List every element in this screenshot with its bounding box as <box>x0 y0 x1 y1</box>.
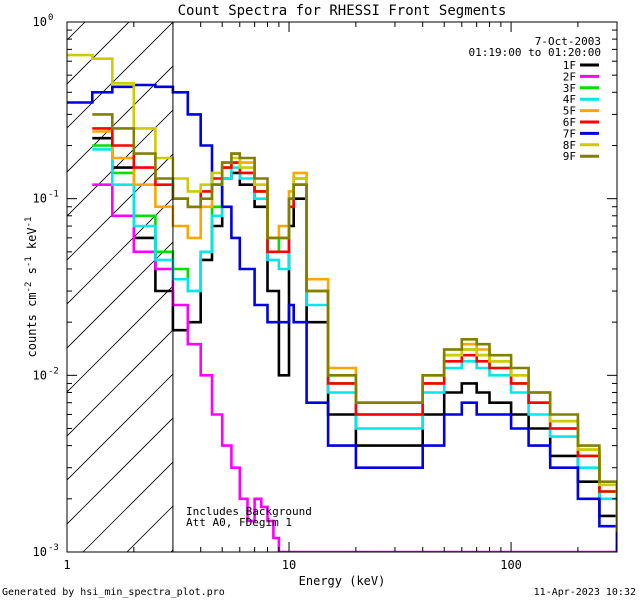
hatch-line <box>67 417 173 525</box>
y-tick-exponent: 0 <box>48 13 53 23</box>
legend-label-1F: 1F <box>563 59 576 72</box>
legend-label-4F: 4F <box>563 93 576 106</box>
y-tick-base: 10 <box>33 545 47 559</box>
time-range-label: 01:19:00 to 01:20:00 <box>469 46 601 59</box>
plot-frame <box>66 21 618 553</box>
legend-label-6F: 6F <box>563 116 576 129</box>
footer-generated-by: Generated by hsi_min_spectra_plot.pro <box>2 587 225 598</box>
y-tick-label: 10 <box>33 545 47 559</box>
legend-label-3F: 3F <box>563 82 576 95</box>
y-tick-label: 10 <box>33 192 47 206</box>
y-tick-label: 10 <box>33 15 47 29</box>
hatch-line <box>67 373 173 481</box>
annotation-attenuator: Att A0, FDegim 1 <box>186 516 292 529</box>
date-label: 7-Oct-2003 <box>535 35 601 48</box>
y-axis-label: counts cm-2 s-1 keV-1 <box>24 217 39 358</box>
series-line-4F <box>92 148 617 545</box>
hatch-line <box>67 22 130 85</box>
legend-label-9F: 9F <box>563 150 576 163</box>
series-layer <box>67 53 617 552</box>
x-axis-label: Energy (keV) <box>299 574 386 588</box>
x-tick-labels: 1 10 100 <box>63 558 522 572</box>
annotation-background: Includes Background <box>186 505 312 518</box>
hatch-line <box>67 153 173 261</box>
hatch-line <box>259 0 640 552</box>
y-tick-exponent: -1 <box>48 190 59 200</box>
legend-label-7F: 7F <box>563 127 576 140</box>
hatch-line <box>67 65 173 173</box>
y-axis-ticks <box>67 21 617 553</box>
footer-timestamp: 11-Apr-2023 10:32 <box>534 587 636 598</box>
hatch-line <box>67 329 173 437</box>
y-tick-base: 10 <box>33 15 47 29</box>
series-line-7F <box>67 83 617 552</box>
y-axis-label-exponent: -1 <box>24 256 34 267</box>
y-axis-label-unit: counts cm <box>25 292 39 357</box>
y-axis-label-unit: keV <box>25 227 39 256</box>
series-line-3F <box>92 144 617 538</box>
chart-title: Count Spectra for RHESSI Front Segments <box>178 3 507 19</box>
y-axis-label-exponent: -2 <box>24 282 34 293</box>
hatch-line <box>82 461 173 552</box>
hatch-line <box>67 22 173 129</box>
x-tick-label: 1 <box>63 558 70 572</box>
y-tick-base: 10 <box>33 368 47 382</box>
hatch-line <box>67 241 173 349</box>
legend-label-2F: 2F <box>563 70 576 83</box>
hatch-line <box>215 0 640 552</box>
y-tick-base: 10 <box>33 192 47 206</box>
y-tick-exponent: -3 <box>48 543 59 553</box>
y-axis-label-unit: s <box>25 267 39 281</box>
y-axis-label-exponent: -1 <box>24 217 34 228</box>
attenuator-hatch-region <box>0 0 640 552</box>
legend-label-5F: 5F <box>563 105 576 118</box>
y-tick-exponent: -2 <box>48 366 59 376</box>
x-tick-label: 10 <box>282 558 296 572</box>
series-line-8F <box>67 53 617 532</box>
x-tick-label: 100 <box>500 558 522 572</box>
series-line-9F <box>92 113 617 532</box>
series-line-6F <box>92 127 617 538</box>
x-axis-ticks <box>66 22 618 552</box>
y-tick-label: 10 <box>33 368 47 382</box>
legend-label-8F: 8F <box>563 139 576 152</box>
hatch-line <box>67 197 173 305</box>
hatch-line <box>0 0 111 552</box>
